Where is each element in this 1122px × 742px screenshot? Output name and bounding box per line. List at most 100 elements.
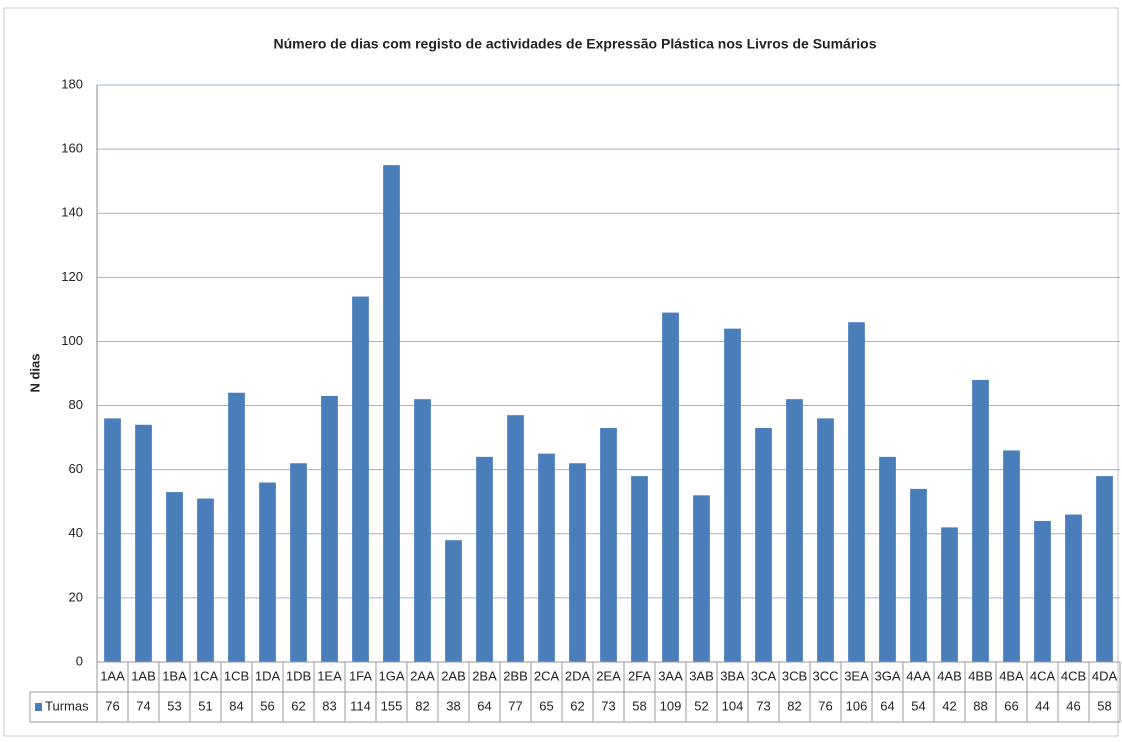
x-tick-label: 1BA: [162, 668, 187, 683]
table-value: 42: [942, 698, 956, 713]
bar: [724, 328, 741, 662]
bar: [259, 482, 276, 662]
x-tick-label: 3AB: [689, 668, 714, 683]
table-value: 106: [846, 698, 868, 713]
bar: [228, 392, 245, 662]
table-value: 52: [694, 698, 708, 713]
x-tick-label: 4CA: [1030, 668, 1056, 683]
x-tick-label: 3EA: [844, 668, 869, 683]
x-tick-label: 1EA: [317, 668, 342, 683]
table-value: 82: [787, 698, 801, 713]
table-value: 83: [322, 698, 336, 713]
x-tick-label: 2FA: [628, 668, 651, 683]
x-tick-label: 1CA: [193, 668, 219, 683]
table-value: 73: [756, 698, 770, 713]
x-tick-label: 4BA: [999, 668, 1024, 683]
y-tick-label: 80: [69, 397, 83, 412]
x-tick-label: 4CB: [1061, 668, 1086, 683]
bar: [693, 495, 710, 662]
chart-border: [3, 7, 1119, 737]
x-tick-label: 2BA: [472, 668, 497, 683]
table-value: 58: [632, 698, 646, 713]
bar: [321, 395, 338, 662]
x-tick-label: 2AA: [410, 668, 435, 683]
bar: [414, 399, 431, 662]
bar: [817, 418, 834, 662]
x-tick-label: 4AB: [937, 668, 962, 683]
bar: [135, 424, 152, 662]
chart-title: Número de dias com registo de actividade…: [274, 36, 877, 52]
bar: [662, 312, 679, 662]
x-tick-label: 1FA: [349, 668, 372, 683]
table-value: 76: [818, 698, 832, 713]
table-value: 58: [1097, 698, 1111, 713]
table-value: 44: [1035, 698, 1049, 713]
table-value: 54: [911, 698, 925, 713]
table-value: 114: [350, 698, 371, 713]
bar: [941, 527, 958, 662]
x-tick-label: 1CB: [224, 668, 249, 683]
x-tick-label: 2BB: [503, 668, 528, 683]
table-value: 73: [601, 698, 615, 713]
table-value: 77: [508, 698, 522, 713]
table-value: 66: [1004, 698, 1018, 713]
bar: [879, 456, 896, 662]
x-tick-label: 1AA: [100, 668, 125, 683]
x-tick-label: 3CB: [782, 668, 807, 683]
x-tick-label: 4BB: [968, 668, 993, 683]
y-tick-label: 180: [61, 76, 83, 91]
table-value: 46: [1066, 698, 1080, 713]
table-value: 82: [415, 698, 429, 713]
legend-label: Turmas: [45, 698, 89, 713]
table-value: 38: [446, 698, 460, 713]
table-value: 56: [260, 698, 274, 713]
x-tick-label: 2CA: [534, 668, 560, 683]
bar: [1065, 514, 1082, 662]
table-value: 84: [229, 698, 243, 713]
x-tick-label: 1DB: [286, 668, 311, 683]
x-tick-label: 2DA: [565, 668, 591, 683]
table-value: 64: [880, 698, 894, 713]
bar: [1034, 520, 1051, 662]
table-value: 104: [722, 698, 744, 713]
bar: [569, 463, 586, 662]
table-value: 51: [198, 698, 212, 713]
x-tick-label: 1AB: [131, 668, 156, 683]
bar: [910, 488, 927, 662]
y-tick-label: 40: [69, 525, 83, 540]
table-value: 74: [136, 698, 150, 713]
legend-swatch: [35, 703, 42, 711]
bar: [600, 427, 617, 662]
bar: [1096, 476, 1113, 662]
y-tick-label: 140: [61, 205, 83, 220]
y-tick-label: 20: [69, 589, 83, 604]
y-tick-label: 60: [69, 461, 83, 476]
table-value: 76: [105, 698, 119, 713]
bar: [507, 415, 524, 662]
bar: [476, 456, 493, 662]
table-value: 64: [477, 698, 491, 713]
bar: [166, 492, 183, 662]
bar: [786, 399, 803, 662]
x-tick-label: 3CA: [751, 668, 777, 683]
bar: [104, 418, 121, 662]
bar: [1003, 450, 1020, 662]
x-tick-label: 4AA: [906, 668, 931, 683]
x-tick-label: 1DA: [255, 668, 281, 683]
y-tick-label: 0: [76, 653, 83, 668]
bar: [197, 498, 214, 662]
bar: [290, 463, 307, 662]
x-tick-label: 2AB: [441, 668, 466, 683]
table-value: 109: [660, 698, 682, 713]
bar: [631, 476, 648, 662]
table-value: 62: [570, 698, 584, 713]
x-tick-label: 3CC: [812, 668, 838, 683]
table-value: 155: [381, 698, 403, 713]
table-value: 62: [291, 698, 305, 713]
y-tick-label: 120: [61, 269, 83, 284]
bar: [755, 427, 772, 662]
y-axis-label: N dias: [27, 353, 42, 392]
x-tick-label: 3BA: [720, 668, 745, 683]
bar: [972, 379, 989, 662]
x-tick-label: 4DA: [1092, 668, 1118, 683]
